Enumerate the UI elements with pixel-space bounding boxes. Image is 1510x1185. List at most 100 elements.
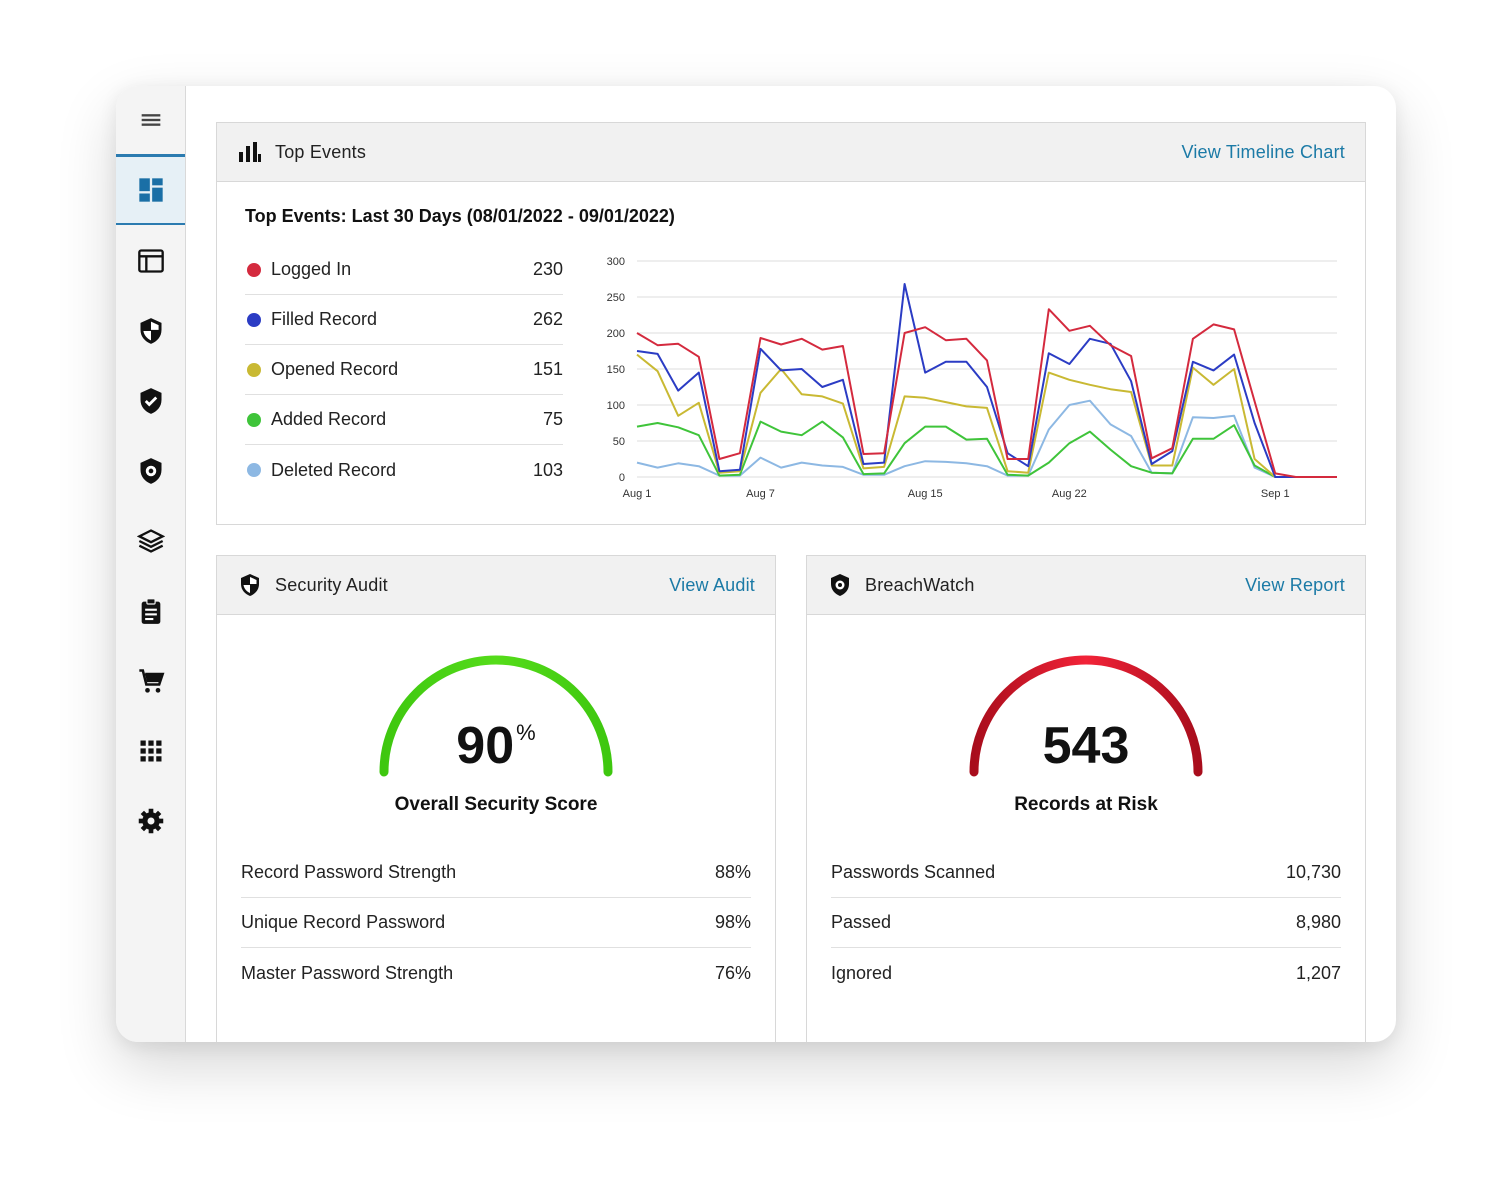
records-at-risk-gauge: 543 Records at Risk — [807, 616, 1365, 826]
stat-value: 8,980 — [1295, 912, 1341, 932]
cart-icon — [138, 669, 164, 693]
x-tick-label: Sep 1 — [1261, 488, 1290, 500]
sidebar-item-security-audit[interactable] — [116, 296, 185, 366]
security-audit-icon — [237, 572, 263, 598]
view-timeline-chart-link[interactable]: View Timeline Chart — [1181, 141, 1345, 162]
legend-dot — [247, 463, 261, 477]
stat-label: Ignored — [831, 962, 893, 983]
series-line-logged-in — [636, 308, 1337, 478]
x-tick-label: Aug 1 — [623, 488, 652, 500]
stat-label: Passwords Scanned — [831, 862, 996, 882]
legend-label: Opened Record — [271, 359, 399, 379]
stat-label: Record Password Strength — [241, 862, 457, 882]
legend-label: Added Record — [271, 409, 387, 429]
layers-icon — [136, 529, 165, 553]
series-line-added-record — [636, 420, 1337, 478]
breachwatch-title: BreachWatch — [865, 574, 975, 595]
settings-icon — [138, 808, 163, 834]
stat-value: 10,730 — [1285, 862, 1341, 882]
legend-value: 75 — [542, 409, 563, 429]
breachwatch-icon — [140, 458, 161, 484]
legend-dot — [247, 312, 261, 327]
audit-stat-list: Record Password Strength 88% Unique Reco… — [241, 848, 751, 998]
stat-row: Ignored 1,207 — [831, 948, 1341, 998]
stat-value: 88% — [714, 862, 751, 882]
legend-row: Added Record 75 — [245, 395, 563, 445]
breach-gauge-arc — [969, 655, 1203, 777]
y-tick-label: 200 — [607, 328, 625, 340]
y-tick-label: 150 — [607, 364, 625, 376]
legend-row: Deleted Record 103 — [245, 445, 563, 495]
breachwatch-card: BreachWatch View Report 543 Records at R… — [806, 555, 1366, 1042]
y-tick-label: 50 — [613, 436, 625, 448]
security-audit-title: Security Audit — [275, 574, 388, 595]
admin-console-icon — [137, 249, 164, 273]
y-tick-label: 300 — [607, 256, 625, 268]
legend-row: Opened Record 151 — [245, 345, 563, 395]
y-tick-label: 250 — [607, 292, 625, 304]
compliance-icon — [140, 388, 161, 414]
menu-button[interactable] — [116, 86, 185, 156]
legend-dot — [247, 412, 261, 427]
sidebar-item-dashboard[interactable] — [116, 155, 185, 225]
x-tick-label: Aug 22 — [1052, 488, 1087, 500]
stat-label: Unique Record Password — [241, 912, 446, 932]
sidebar-item-settings[interactable] — [116, 786, 185, 856]
breachwatch-header: BreachWatch View Report — [807, 556, 1365, 615]
sidebar-item-compliance[interactable] — [116, 366, 185, 436]
events-line-chart: 0 50 100 150 200 250 300 Aug 1 Aug 7 Aug 15 Aug 22… — [607, 256, 1337, 500]
security-score-value: 90% — [217, 716, 775, 776]
legend-label: Logged In — [271, 259, 352, 279]
top-events-card: Top Events View Timeline Chart Top Event… — [216, 122, 1366, 525]
y-tick-label: 100 — [607, 400, 625, 412]
legend-value: 151 — [532, 359, 563, 379]
records-at-risk-label: Records at Risk — [1014, 794, 1158, 815]
x-tick-label: Aug 7 — [746, 488, 775, 500]
series-line-filled-record — [636, 283, 1337, 478]
top-events-header: Top Events View Timeline Chart — [217, 123, 1365, 182]
menu-icon — [141, 114, 160, 126]
security-audit-header: Security Audit View Audit — [217, 556, 775, 615]
sidebar-item-apps[interactable] — [116, 716, 185, 786]
security-score-label: Overall Security Score — [394, 794, 598, 815]
y-tick-label: 0 — [619, 472, 625, 484]
legend-value: 230 — [532, 259, 563, 279]
reports-icon — [141, 598, 160, 624]
apps-icon — [140, 740, 161, 762]
sidebar-item-admin-console[interactable] — [116, 226, 185, 296]
series-line-opened-record — [636, 353, 1337, 478]
stat-label: Passed — [831, 912, 892, 932]
stat-row: Passed 8,980 — [831, 898, 1341, 948]
legend-row: Filled Record 262 — [245, 295, 563, 345]
stat-row: Passwords Scanned 10,730 — [831, 848, 1341, 898]
legend-value: 262 — [532, 309, 563, 329]
sidebar-item-breachwatch[interactable] — [116, 436, 185, 506]
breach-stat-list: Passwords Scanned 10,730 Passed 8,980 Ig… — [831, 848, 1341, 998]
legend-row: Logged In 230 — [245, 245, 563, 295]
stat-label: Master Password Strength — [241, 962, 454, 983]
x-tick-label: Aug 15 — [908, 488, 943, 500]
security-gauge-arc — [379, 655, 613, 777]
view-audit-link[interactable]: View Audit — [669, 574, 755, 595]
security-audit-card: Security Audit View Audit 90% Overall Se… — [216, 555, 776, 1042]
legend-label: Filled Record — [271, 309, 378, 329]
sidebar-item-layers[interactable] — [116, 506, 185, 576]
dashboard-icon — [138, 178, 163, 202]
view-report-link[interactable]: View Report — [1245, 574, 1345, 595]
score-unit: % — [516, 720, 536, 745]
score-number: 90 — [456, 717, 515, 775]
stat-value: 76% — [714, 962, 751, 983]
sidebar-item-cart[interactable] — [116, 646, 185, 716]
stat-value: 98% — [714, 912, 751, 932]
stat-value: 1,207 — [1295, 962, 1341, 983]
breachwatch-icon — [827, 572, 853, 598]
legend-label: Deleted Record — [271, 459, 397, 480]
events-legend: Logged In 230 Filled Record 262 Opened R… — [245, 245, 563, 495]
legend-value: 103 — [532, 459, 563, 480]
stat-row: Unique Record Password 98% — [241, 898, 751, 948]
bar-chart-icon — [237, 139, 263, 165]
stat-row: Master Password Strength 76% — [241, 948, 751, 998]
security-audit-icon — [140, 318, 161, 344]
security-score-gauge: 90% Overall Security Score — [217, 616, 775, 826]
sidebar-item-reports[interactable] — [116, 576, 185, 646]
